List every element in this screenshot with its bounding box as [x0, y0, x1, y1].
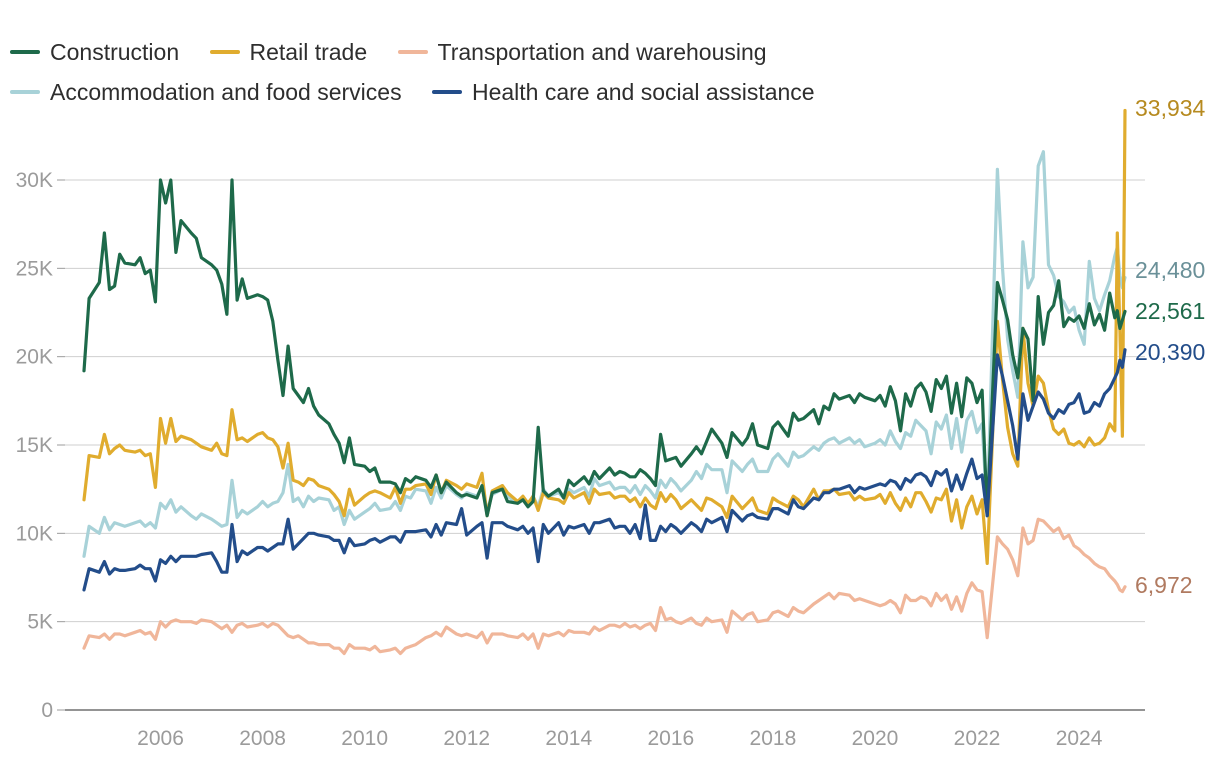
legend-item-health-care[interactable]: Health care and social assistance [431, 72, 815, 112]
chart-legend: Construction Retail trade Transportation… [10, 32, 1210, 112]
legend-swatch-transportation [397, 49, 428, 54]
legend-label-construction: Construction [50, 39, 180, 65]
series-line-transportation-and-warehousing[interactable] [82, 517, 1127, 656]
y-tick-label-5: 25K [16, 257, 53, 280]
x-tick-label-3: 2012 [443, 727, 490, 750]
legend-label-health-care: Health care and social assistance [471, 79, 815, 105]
y-tick-label-2: 10K [16, 522, 53, 545]
x-tick-label-5: 2016 [647, 727, 694, 750]
end-label-health-care-and-social-assistance: 20,390 [1135, 339, 1205, 365]
end-label-transportation-and-warehousing: 6,972 [1135, 572, 1193, 598]
x-tick-label-1: 2008 [239, 727, 286, 750]
series-layer [82, 108, 1127, 656]
legend-label-accommodation: Accommodation and food services [50, 79, 402, 105]
legend-item-retail-trade[interactable]: Retail trade [209, 32, 368, 72]
grid-layer [65, 179, 1145, 711]
end-label-retail-trade: 33,934 [1135, 95, 1206, 121]
series-line-construction[interactable] [82, 178, 1127, 518]
x-tick-label-7: 2020 [852, 727, 899, 750]
x-tick-label-6: 2018 [750, 727, 797, 750]
y-tick-label-4: 20K [16, 346, 53, 369]
y-tick-label-1: 5K [27, 611, 53, 634]
y-tick-label-6: 30K [16, 169, 53, 192]
x-tick-label-9: 2024 [1056, 727, 1103, 750]
end-label-accommodation-and-food-services: 24,480 [1135, 257, 1205, 283]
legend-swatch-health-care [431, 89, 462, 94]
y-tick-label-0: 0 [41, 699, 53, 722]
end-label-construction: 22,561 [1135, 298, 1205, 324]
legend-item-accommodation[interactable]: Accommodation and food services [10, 72, 402, 112]
series-line-accommodation-and-food-services[interactable] [82, 150, 1127, 558]
legend-swatch-retail-trade [209, 49, 240, 54]
legend-label-transportation: Transportation and warehousing [437, 39, 767, 65]
series-line-health-care-and-social-assistance[interactable] [82, 348, 1127, 592]
x-tick-label-2: 2010 [341, 727, 388, 750]
axis-layer: 0 5K 10K 15K 20K 25K 30K 2006 2008 2010 2012 2014 20… [16, 169, 1103, 750]
legend-label-retail-trade: Retail trade [249, 39, 368, 65]
x-tick-label-4: 2014 [545, 727, 592, 750]
label-layer: 22,561 33,934 6,972 24,480 20,390 [1135, 95, 1206, 598]
x-tick-label-8: 2022 [954, 727, 1001, 750]
y-tick-label-3: 15K [16, 434, 53, 457]
legend-item-transportation[interactable]: Transportation and warehousing [397, 32, 767, 72]
legend-swatch-accommodation [10, 89, 40, 94]
legend-item-construction[interactable]: Construction [10, 32, 179, 72]
legend-swatch-construction [10, 49, 40, 54]
x-tick-label-0: 2006 [137, 727, 184, 750]
series-line-retail-trade[interactable] [82, 108, 1127, 565]
